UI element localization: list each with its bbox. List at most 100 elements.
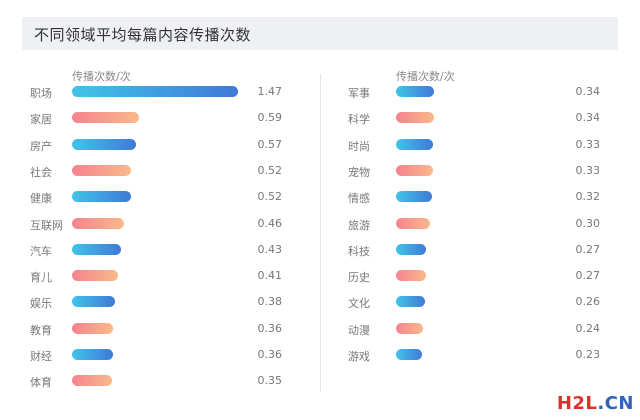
watermark-part2: .CN bbox=[597, 393, 634, 414]
right-bar-row: 时尚 0.33 bbox=[0, 134, 640, 156]
left-value-label: 0.52 bbox=[257, 163, 283, 177]
right-category-label: 动漫 bbox=[348, 323, 370, 337]
right-value-label: 0.24 bbox=[575, 321, 601, 335]
right-category-label: 情感 bbox=[348, 192, 370, 206]
right-value-label: 0.33 bbox=[575, 163, 601, 177]
right-category-label: 科技 bbox=[348, 244, 370, 258]
left-bar bbox=[72, 322, 113, 334]
left-bar bbox=[72, 217, 124, 229]
left-category-label: 健康 bbox=[30, 192, 52, 206]
left-bar bbox=[72, 349, 113, 360]
right-bar bbox=[396, 349, 422, 360]
right-value-label: 0.27 bbox=[575, 269, 601, 283]
right-bar bbox=[396, 243, 427, 255]
right-bar-row: 宠物 0.33 bbox=[0, 160, 640, 182]
left-bar-row: 娱乐 0.38 bbox=[0, 291, 640, 313]
right-bar-row: 科技 0.27 bbox=[0, 239, 640, 261]
left-bar bbox=[72, 375, 112, 387]
left-bar-row: 体育 0.35 bbox=[0, 370, 640, 392]
left-bar-row: 财经 0.36 bbox=[0, 344, 640, 366]
left-value-label: 0.59 bbox=[257, 111, 283, 125]
left-value-label: 1.47 bbox=[257, 85, 283, 98]
right-bar bbox=[396, 164, 434, 176]
left-category-label: 互联网 bbox=[30, 218, 63, 232]
left-bar bbox=[72, 138, 137, 150]
left-value-label: 0.36 bbox=[257, 348, 283, 361]
left-bar-row: 家居 0.59 bbox=[0, 107, 640, 129]
right-value-label: 0.26 bbox=[575, 295, 601, 309]
left-category-label: 汽车 bbox=[30, 244, 52, 258]
left-bar-row: 职场 1.47 bbox=[0, 81, 640, 103]
left-category-label: 娱乐 bbox=[30, 297, 52, 311]
right-bar-row: 历史 0.27 bbox=[0, 265, 640, 287]
watermark-logo: H2L.CN bbox=[557, 393, 634, 414]
right-bar-row: 旅游 0.30 bbox=[0, 213, 640, 235]
right-bar bbox=[396, 86, 435, 97]
right-bar bbox=[396, 322, 424, 334]
left-value-label: 0.36 bbox=[257, 321, 283, 335]
left-bar bbox=[72, 296, 115, 308]
right-bar-row: 动漫 0.24 bbox=[0, 318, 640, 340]
right-value-label: 0.34 bbox=[575, 111, 601, 125]
watermark-part1: H2L bbox=[556, 393, 598, 414]
right-value-label: 0.33 bbox=[575, 137, 601, 151]
right-value-label: 0.27 bbox=[575, 242, 601, 256]
right-bar bbox=[396, 138, 434, 150]
right-bar-row: 文化 0.26 bbox=[0, 291, 640, 313]
left-bar-row: 社会 0.52 bbox=[0, 160, 640, 182]
right-category-label: 文化 bbox=[348, 297, 370, 311]
left-bar-row: 育儿 0.41 bbox=[0, 265, 640, 287]
left-bar bbox=[72, 86, 238, 97]
right-category-label: 旅游 bbox=[348, 218, 370, 232]
right-bar-row: 军事 0.34 bbox=[0, 81, 640, 103]
left-category-label: 教育 bbox=[30, 323, 52, 337]
left-bar-row: 房产 0.57 bbox=[0, 134, 640, 156]
right-category-label: 游戏 bbox=[348, 350, 370, 363]
left-value-label: 0.41 bbox=[257, 269, 283, 283]
left-bar bbox=[72, 270, 119, 282]
left-category-label: 家居 bbox=[30, 113, 52, 127]
left-bar bbox=[72, 164, 131, 176]
right-value-label: 0.32 bbox=[575, 190, 601, 204]
left-value-label: 0.57 bbox=[257, 137, 283, 151]
left-category-label: 职场 bbox=[30, 87, 52, 100]
right-category-label: 科学 bbox=[348, 113, 370, 127]
right-value-label: 0.34 bbox=[575, 85, 601, 98]
right-value-label: 0.23 bbox=[575, 348, 601, 361]
left-bar bbox=[72, 112, 139, 124]
left-bar bbox=[72, 243, 121, 255]
right-bar bbox=[396, 112, 435, 124]
right-bar bbox=[396, 270, 427, 282]
left-category-label: 房产 bbox=[30, 139, 52, 153]
left-value-label: 0.43 bbox=[257, 242, 283, 256]
chart-title: 不同领域平均每篇内容传播次数 bbox=[34, 26, 252, 44]
left-value-label: 0.35 bbox=[257, 374, 283, 388]
left-category-label: 育儿 bbox=[30, 271, 52, 285]
left-category-label: 财经 bbox=[30, 350, 52, 363]
left-unit-label: 传播次数/次 bbox=[72, 70, 131, 83]
left-bar-row: 互联网 0.46 bbox=[0, 213, 640, 235]
right-bar-row: 游戏 0.23 bbox=[0, 344, 640, 366]
left-value-label: 0.38 bbox=[257, 295, 283, 309]
left-value-label: 0.46 bbox=[257, 216, 283, 230]
chart-title-bar: 不同领域平均每篇内容传播次数 bbox=[22, 17, 618, 50]
right-category-label: 历史 bbox=[348, 271, 370, 285]
left-bar-row: 健康 0.52 bbox=[0, 186, 640, 208]
left-bar-row: 汽车 0.43 bbox=[0, 239, 640, 261]
right-bar bbox=[396, 191, 433, 203]
left-value-label: 0.52 bbox=[257, 190, 283, 204]
left-category-label: 社会 bbox=[30, 165, 52, 179]
panel-divider bbox=[320, 74, 321, 392]
right-value-label: 0.30 bbox=[575, 216, 601, 230]
right-bar bbox=[396, 217, 430, 229]
right-unit-label: 传播次数/次 bbox=[396, 70, 455, 83]
left-category-label: 体育 bbox=[30, 376, 52, 390]
right-category-label: 时尚 bbox=[348, 139, 370, 153]
left-bar bbox=[72, 191, 131, 203]
right-category-label: 军事 bbox=[348, 87, 370, 100]
right-bar-row: 情感 0.32 bbox=[0, 186, 640, 208]
right-bar-row: 科学 0.34 bbox=[0, 107, 640, 129]
right-bar bbox=[396, 296, 426, 308]
left-bar-row: 教育 0.36 bbox=[0, 318, 640, 340]
right-category-label: 宠物 bbox=[348, 165, 370, 179]
